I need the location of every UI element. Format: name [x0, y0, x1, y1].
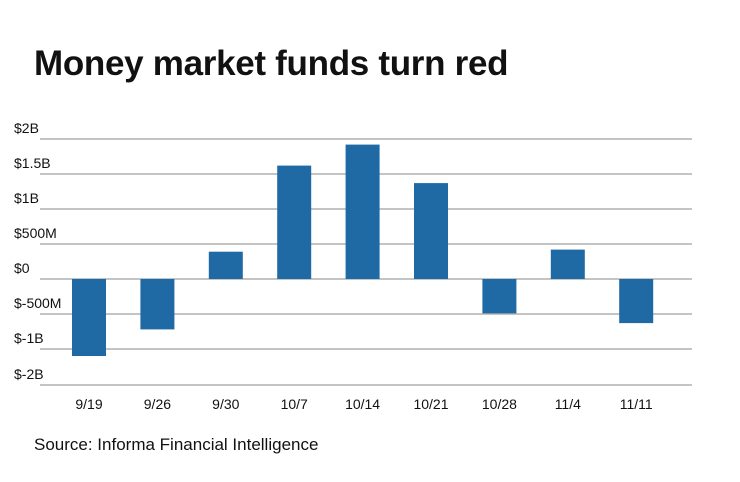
bar-9-19 [72, 279, 106, 356]
x-tick-label: 10/21 [413, 396, 448, 412]
x-tick-label: 9/30 [212, 396, 239, 412]
x-axis-tick-labels: 9/19 9/26 9/30 10/7 10/14 10/21 10/28 11/4 11/11 [75, 396, 653, 412]
bar-11-4 [550, 249, 585, 279]
y-tick-label: $-1B [14, 330, 44, 346]
y-tick-label: $-2B [14, 366, 44, 382]
bar-10-28 [482, 279, 517, 314]
x-tick-label: 11/11 [620, 396, 653, 412]
source-note: Source: Informa Financial Intelligence [34, 435, 319, 454]
y-tick-label: $2B [14, 120, 39, 136]
y-tick-label: $-500M [14, 295, 61, 311]
x-tick-label: 10/28 [482, 396, 517, 412]
x-tick-label: 11/4 [555, 396, 581, 412]
bar-10-7 [277, 165, 312, 279]
bars [72, 144, 654, 356]
bar-10-21 [414, 183, 448, 279]
bar-9-30 [208, 251, 243, 279]
y-tick-label: $1.5B [14, 155, 51, 171]
x-tick-label: 9/26 [144, 396, 171, 412]
bar-9-26 [140, 279, 175, 330]
y-tick-label: $0 [14, 260, 30, 276]
x-tick-label: 9/19 [75, 396, 102, 412]
x-tick-label: 10/14 [345, 396, 380, 412]
x-tick-label: 10/7 [281, 396, 308, 412]
bar-11-11 [619, 279, 654, 324]
bar-10-14 [345, 144, 380, 279]
y-axis-tick-labels: $2B $1.5B $1B $500M $0 $-500M $-1B $-2B [14, 120, 61, 382]
chart-title: Money market funds turn red [34, 44, 509, 83]
y-tick-label: $500M [14, 225, 57, 241]
y-tick-label: $1B [14, 190, 39, 206]
